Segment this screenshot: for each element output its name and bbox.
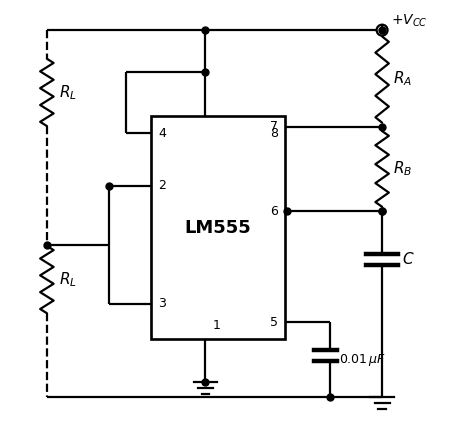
- Text: $0.01\,\mu F$: $0.01\,\mu F$: [339, 352, 386, 368]
- Text: $R_B$: $R_B$: [392, 160, 412, 178]
- Text: 7: 7: [270, 120, 278, 133]
- Text: 2: 2: [158, 179, 166, 192]
- Text: $C$: $C$: [402, 252, 415, 268]
- Text: $R_A$: $R_A$: [392, 69, 412, 88]
- Text: 8: 8: [270, 127, 278, 140]
- Text: LM555: LM555: [185, 219, 251, 237]
- Text: 6: 6: [270, 205, 278, 217]
- Bar: [151, 116, 285, 339]
- Text: 4: 4: [158, 127, 166, 140]
- Text: 3: 3: [158, 297, 166, 310]
- Text: $R_L$: $R_L$: [59, 83, 76, 102]
- Text: 5: 5: [270, 316, 278, 329]
- Text: $R_L$: $R_L$: [59, 270, 76, 289]
- Text: $+V_{CC}$: $+V_{CC}$: [391, 13, 427, 29]
- Text: 1: 1: [213, 319, 221, 332]
